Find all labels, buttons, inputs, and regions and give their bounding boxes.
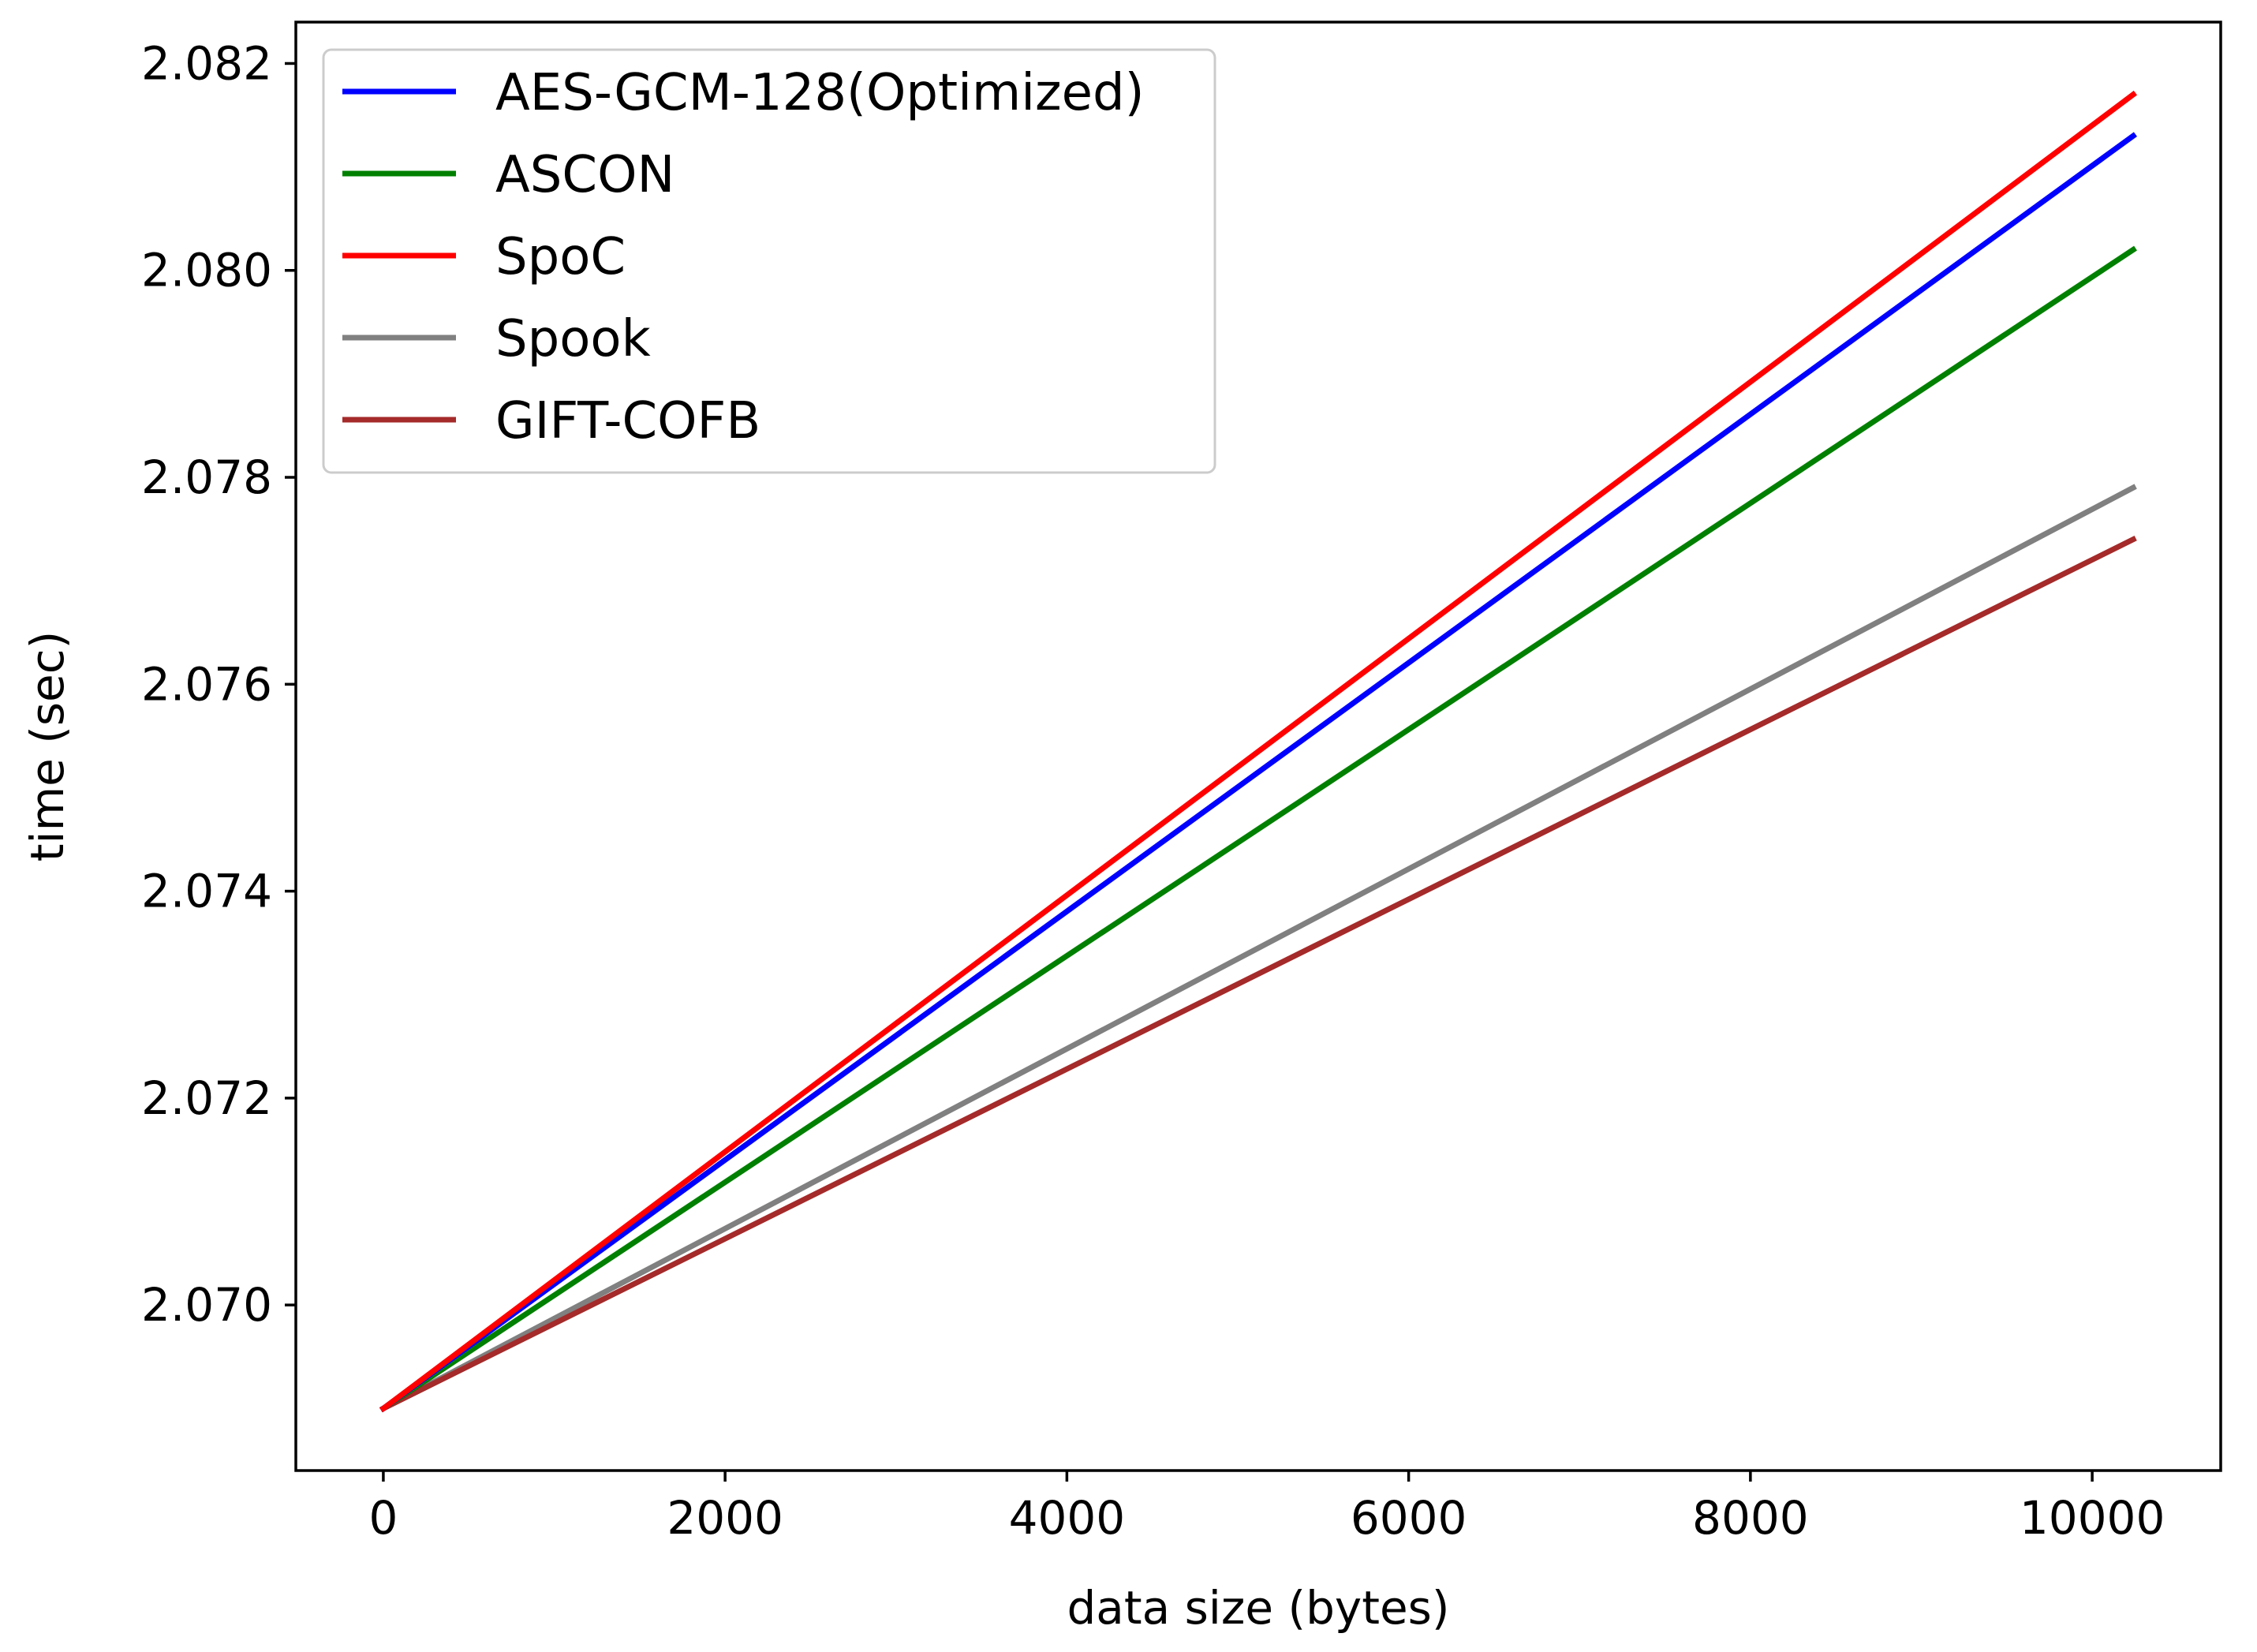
series-line-spoc <box>379 90 2137 1413</box>
series-line-gift-cofb <box>379 536 2137 1413</box>
legend-label: ASCON <box>495 146 674 204</box>
series-layer <box>379 90 2137 1413</box>
y-tick-label: 2.082 <box>141 36 272 90</box>
legend-label: Spook <box>495 310 651 368</box>
series-line-spook <box>379 484 2137 1413</box>
legend-box <box>322 48 1216 474</box>
y-tick-label: 2.078 <box>141 450 272 504</box>
legend-label: SpoC <box>495 228 626 286</box>
x-tick-label: 0 <box>368 1491 398 1545</box>
series-line-aes-gcm-128-optimized <box>379 132 2137 1413</box>
legend-label: AES-GCM-128(Optimized) <box>495 64 1145 122</box>
y-tick-label: 2.080 <box>141 244 272 297</box>
y-tick-label: 2.074 <box>141 865 272 918</box>
legend-label: GIFT-COFB <box>495 392 760 450</box>
y-tick-label: 2.072 <box>141 1071 272 1125</box>
x-tick-label: 2000 <box>667 1491 783 1545</box>
x-tick-label: 8000 <box>1692 1491 1809 1545</box>
plot-frame <box>294 21 2222 1472</box>
axes-layer: 0 2000 4000 6000 8000 10000 2.070 2.072 2.074 2.0… <box>141 36 2165 1545</box>
y-axis-label: time (sec) <box>21 631 74 862</box>
x-tick-label: 10000 <box>2020 1491 2165 1545</box>
x-axis-label: data size (bytes) <box>1067 1581 1449 1635</box>
legend: AES-GCM-128(Optimized) ASCON SpoC Spook GIFT… <box>322 48 1216 474</box>
series-line-ascon <box>379 245 2137 1413</box>
x-tick-label: 6000 <box>1351 1491 1467 1545</box>
y-tick-label: 2.070 <box>141 1278 272 1332</box>
y-tick-label: 2.076 <box>141 657 272 711</box>
x-tick-label: 4000 <box>1009 1491 1126 1545</box>
